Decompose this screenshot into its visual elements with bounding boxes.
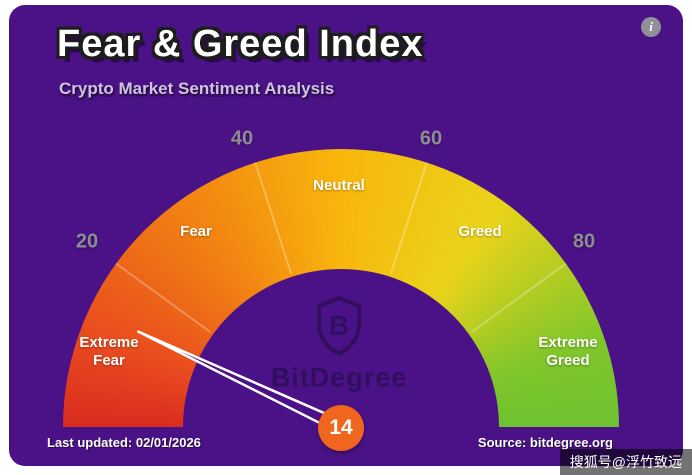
last-updated-label: Last updated: 02/01/2026 <box>47 435 201 450</box>
segment-label-extreme-fear: Extreme Fear <box>79 334 139 369</box>
tick-label-60: 60 <box>419 127 443 150</box>
tick-label-80: 80 <box>572 230 596 253</box>
bitdegree-shield-icon: B <box>317 295 361 357</box>
bitdegree-wordmark: BitDegree <box>270 362 408 393</box>
bitdegree-letter: B <box>329 310 349 341</box>
tick-label-40: 40 <box>230 127 254 150</box>
page-title: Fear & Greed Index <box>57 23 424 65</box>
gauge-needle-group <box>137 330 345 434</box>
segment-label-greed: Greed <box>458 223 502 240</box>
source-label: Source: bitdegree.org <box>477 435 613 450</box>
segment-label-extreme-greed: Extreme Greed <box>538 334 598 369</box>
segment-label-fear: Fear <box>180 223 212 240</box>
info-icon: i <box>649 19 653 34</box>
tick-label-20: 20 <box>75 230 99 253</box>
fear-greed-card: Fear & Greed Index Crypto Market Sentime… <box>9 5 683 466</box>
page-subtitle: Crypto Market Sentiment Analysis <box>59 79 335 98</box>
gauge-needle <box>137 330 345 434</box>
gauge: B BitDegree 20 40 60 80 Extreme Fear Fea… <box>9 5 683 466</box>
gauge-value-badge: 14 <box>318 405 364 451</box>
segment-label-neutral: Neutral <box>313 177 365 194</box>
sohu-watermark: 搜狐号@浮竹致远 <box>559 449 692 475</box>
info-button[interactable]: i <box>641 17 661 37</box>
